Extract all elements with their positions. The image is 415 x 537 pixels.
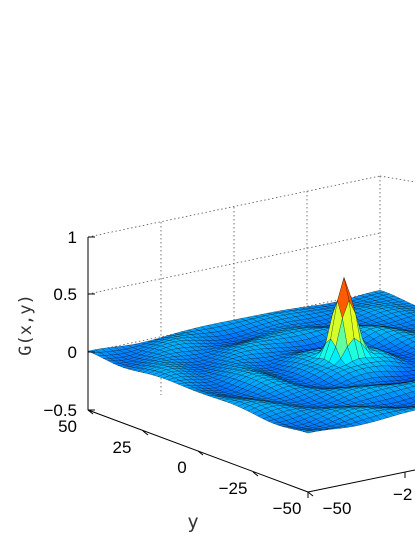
x-tick-label: −2: [393, 485, 412, 504]
surface-mesh: [87, 277, 415, 434]
y-tick-label: 0: [177, 458, 186, 477]
y-axis-label: y: [187, 511, 198, 533]
z-axis-label: G(x,y): [16, 294, 36, 355]
y-tick-label: −50: [273, 499, 302, 518]
z-axis: 1 0.5 0 −0.5 G(x,y): [16, 228, 95, 420]
y-tick-label: −25: [219, 479, 248, 498]
z-tick-label: 0.5: [53, 285, 77, 304]
surface-patch: [302, 430, 315, 434]
x-tick-label: −50: [323, 499, 352, 518]
z-tick-label: 0: [68, 343, 77, 362]
y-tick-label: 50: [58, 417, 77, 436]
back-grid: [87, 175, 415, 395]
y-axis: 50 25 0 −25 −50 y: [58, 409, 314, 533]
y-tick-label: 25: [113, 438, 132, 457]
z-tick-label: 1: [68, 228, 77, 247]
z-tick-label: −0.5: [43, 401, 77, 420]
x-axis: −50 −2: [307, 472, 412, 518]
